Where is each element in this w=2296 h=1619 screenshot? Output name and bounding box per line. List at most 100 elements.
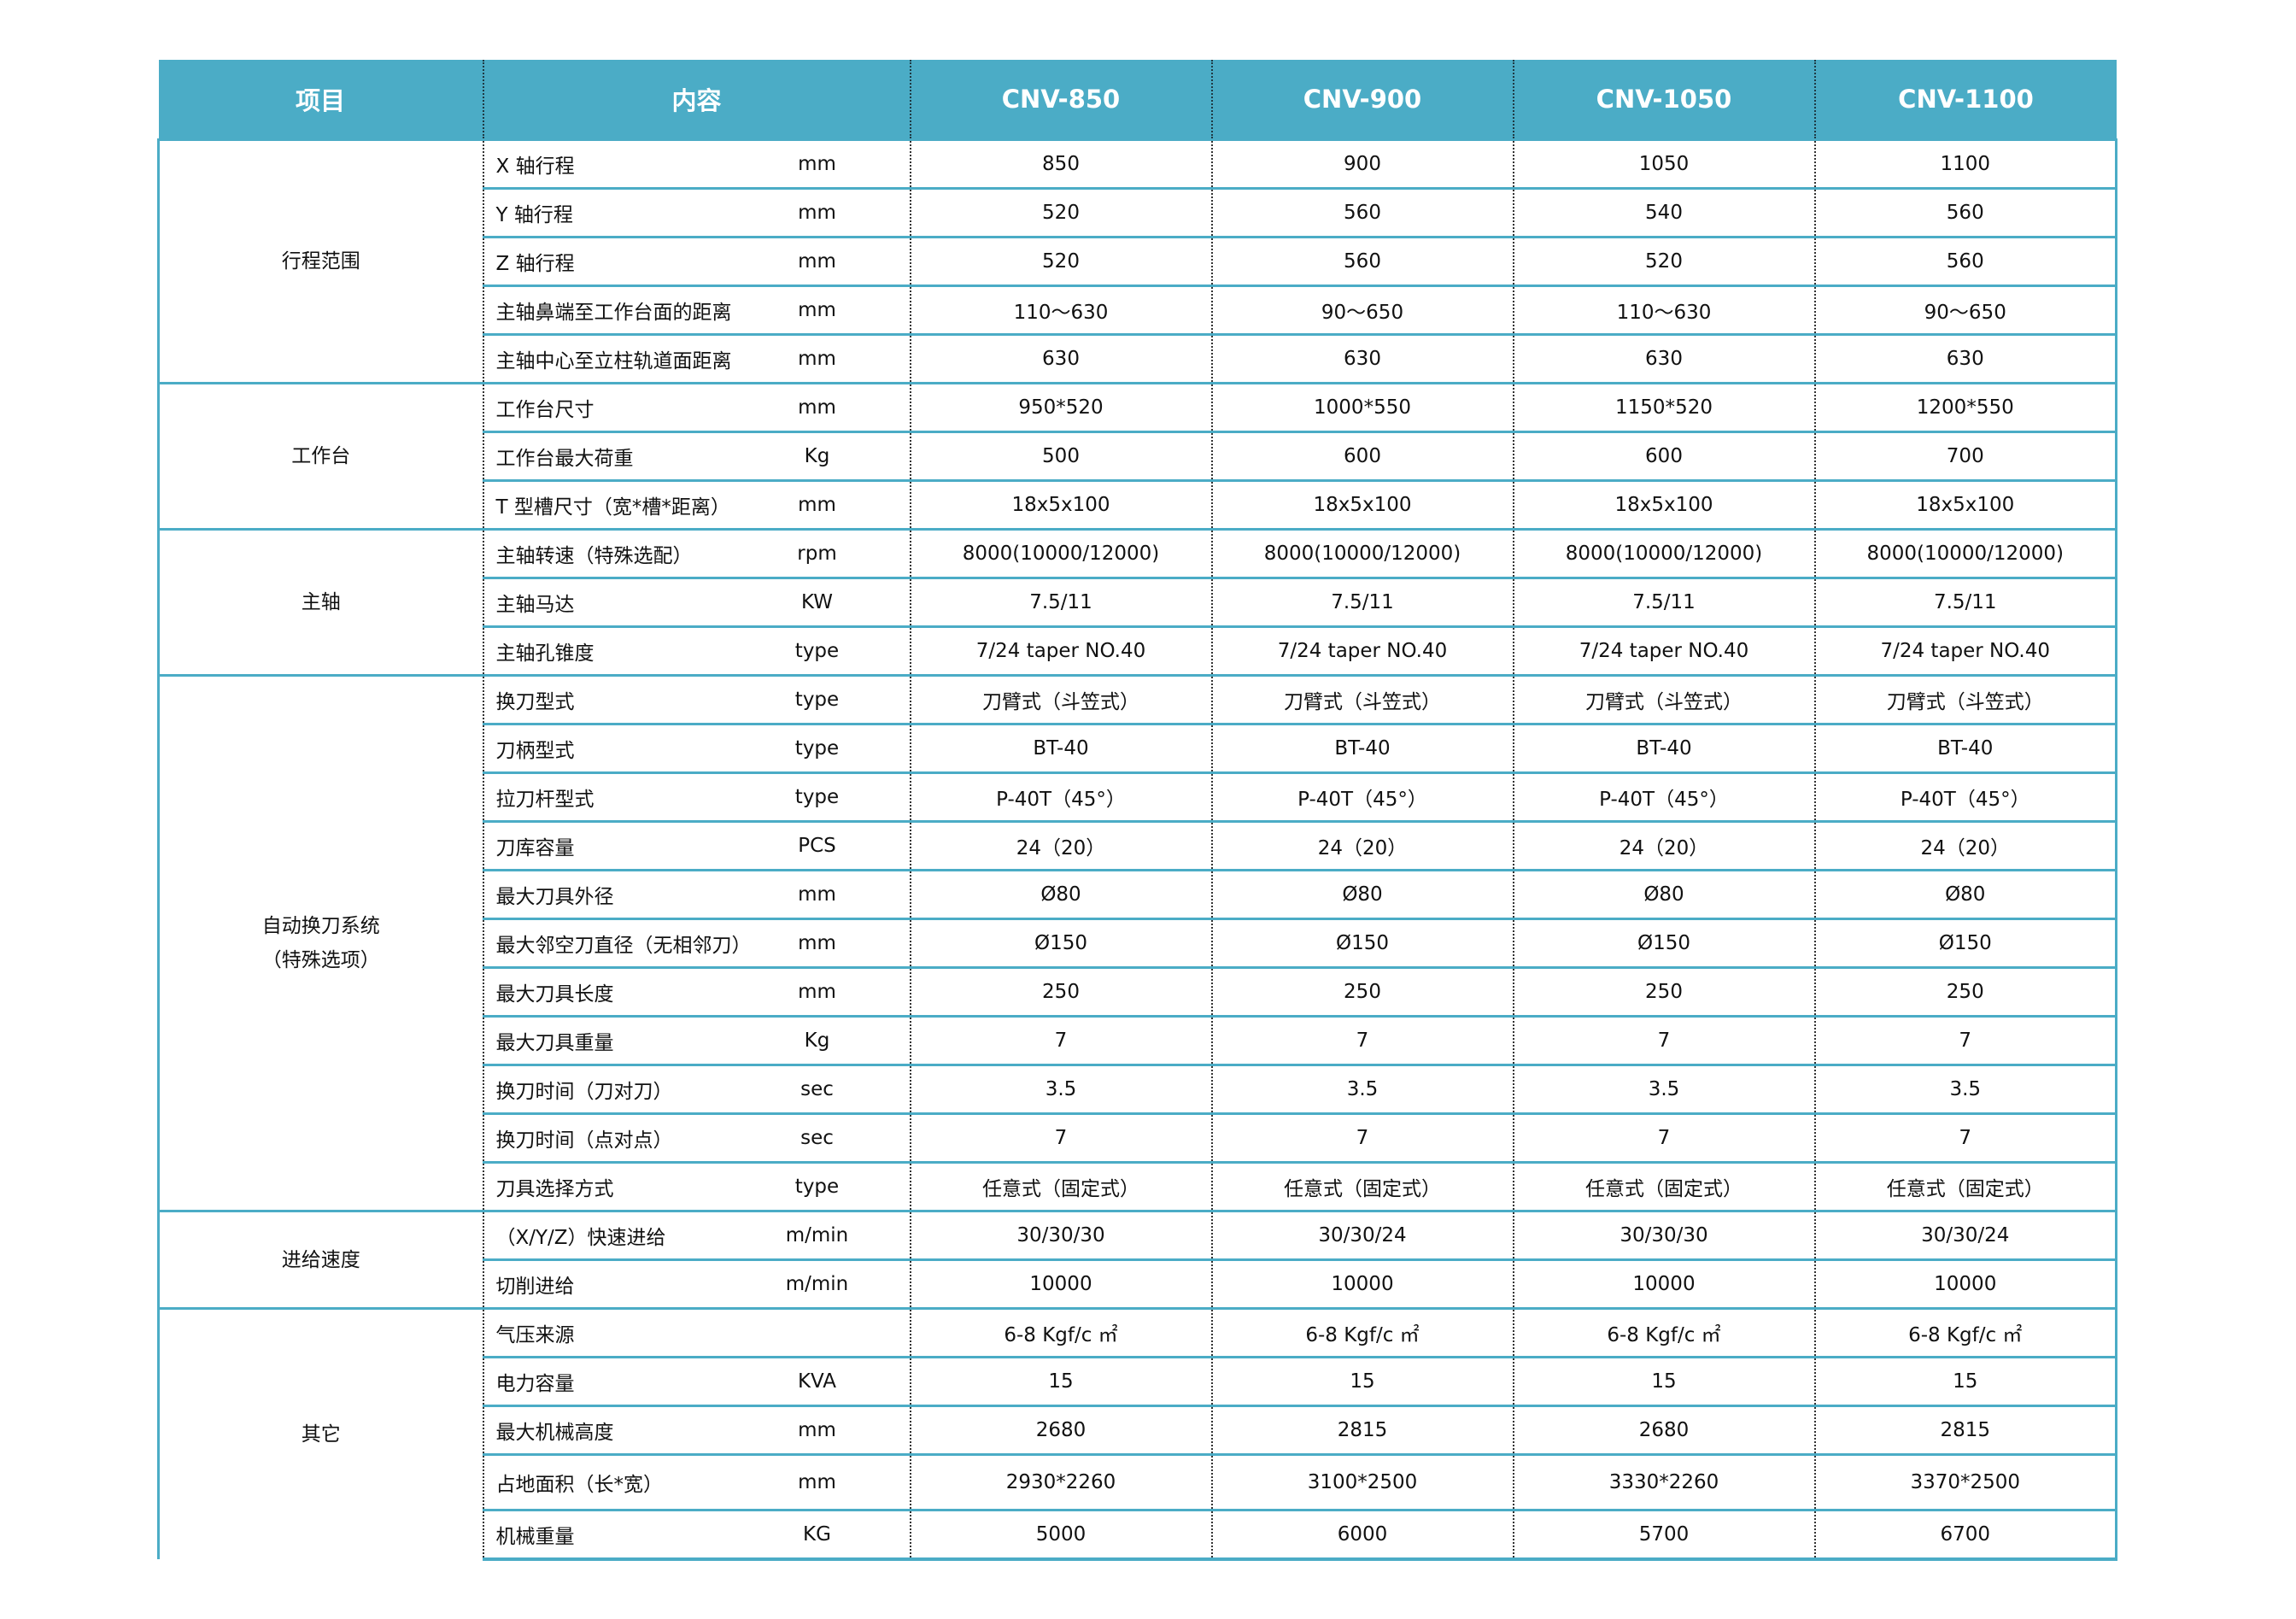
- spec-unit: PCS: [798, 835, 836, 857]
- spec-item: 刀具选择方式 type: [482, 1161, 911, 1211]
- spec-value: 2680: [909, 1405, 1212, 1455]
- header-row: 项目 内容 CNV-850 CNV-900 CNV-1050 CNV-1100: [158, 60, 2117, 140]
- spec-table: 项目 内容 CNV-850 CNV-900 CNV-1050 CNV-1100 …: [157, 60, 2117, 1561]
- spec-value: 6-8 Kgf/c ㎡: [1210, 1307, 1514, 1358]
- spec-unit: mm: [798, 883, 836, 906]
- spec-value: 15: [909, 1356, 1212, 1406]
- spec-unit: mm: [798, 250, 836, 273]
- spec-value: 600: [1210, 431, 1514, 481]
- spec-value: Ø150: [909, 918, 1212, 968]
- spec-value: BT-40: [1813, 723, 2117, 773]
- spec-value: 任意式（固定式）: [909, 1161, 1212, 1211]
- table-row: 占地面积（长*宽） mm 2930*2260 3100*2500 3330*2260 33…: [159, 1453, 2117, 1510]
- spec-value: 10000: [1210, 1258, 1514, 1309]
- spec-value: 18x5x100: [1210, 479, 1514, 530]
- spec-value: 3.5: [1210, 1064, 1514, 1114]
- spec-value: 刀臂式（斗笠式）: [1813, 674, 2117, 724]
- table-row: 刀库容量 PCS 24（20） 24（20） 24（20） 24（20）: [159, 820, 2117, 871]
- spec-value: Ø80: [1210, 869, 1514, 919]
- spec-value: 250: [909, 966, 1212, 1017]
- table-row: 刀柄型式 type BT-40 BT-40 BT-40 BT-40: [159, 723, 2117, 773]
- spec-label: 刀柄型式: [495, 740, 575, 762]
- spec-label: 机械重量: [495, 1526, 575, 1548]
- spec-value: 7: [1210, 1112, 1514, 1163]
- spec-item: 换刀型式 type: [482, 674, 911, 724]
- spec-unit: type: [794, 737, 840, 760]
- table-row: 主轴中心至立柱轨道面距离 mm 630 630 630 630: [159, 333, 2117, 384]
- spec-unit: KVA: [797, 1370, 837, 1393]
- spec-value: BT-40: [909, 723, 1212, 773]
- spec-value: Ø150: [1813, 918, 2117, 968]
- spec-unit: rpm: [797, 543, 837, 565]
- spec-value: 630: [1512, 333, 1815, 384]
- spec-value: 7/24 taper NO.40: [909, 625, 1212, 676]
- spec-unit: mm: [798, 932, 836, 954]
- spec-item: 换刀时间（刀对刀） sec: [482, 1064, 911, 1114]
- table-row: 电力容量 KVA 15 15 15 15: [159, 1356, 2117, 1406]
- spec-value: 3330*2260: [1512, 1453, 1815, 1510]
- spec-item: Z 轴行程 mm: [482, 236, 911, 286]
- spec-value: 30/30/24: [1210, 1210, 1514, 1260]
- spec-value: 15: [1210, 1356, 1514, 1406]
- table-row: 行程范围 X 轴行程 mm 850 900 1050 1100: [157, 138, 2117, 384]
- table-row: 自动换刀系统 （特殊选项） 换刀型式 type 刀臂式（斗笠式） 刀臂式（斗笠式） 刀臂式…: [157, 674, 2117, 1211]
- spec-label: 电力容量: [495, 1373, 575, 1395]
- spec-value: 3.5: [909, 1064, 1212, 1114]
- table-row: 进给速度 （X/Y/Z）快速进给 m/min 30/30/30 30/30/24 30/3…: [157, 1210, 2117, 1309]
- spec-value: 700: [1813, 431, 2117, 481]
- spec-value: Ø80: [1512, 869, 1815, 919]
- spec-item: （X/Y/Z）快速进给 m/min: [482, 1210, 911, 1260]
- spec-label: 最大机械高度: [495, 1422, 614, 1444]
- table-row: 主轴鼻端至工作台面的距离 mm 110～630 90～650 110～630 90～650: [159, 284, 2117, 335]
- spec-value: 90～650: [1210, 284, 1514, 335]
- spec-value: 3.5: [1813, 1064, 2117, 1114]
- spec-value: 950*520: [909, 382, 1212, 432]
- spec-unit: mm: [798, 1471, 836, 1493]
- spec-label: 气压来源: [495, 1324, 575, 1346]
- table-row: Z 轴行程 mm 520 560 520 560: [159, 236, 2117, 286]
- spec-value: 520: [909, 187, 1212, 238]
- spec-value: 15: [1512, 1356, 1815, 1406]
- spec-label: 刀库容量: [495, 837, 575, 859]
- spec-value: 30/30/30: [1512, 1210, 1815, 1260]
- spec-label: 换刀时间（点对点）: [495, 1129, 673, 1152]
- header-model: CNV-1050: [1512, 60, 1815, 140]
- spec-value: 7.5/11: [1813, 577, 2117, 627]
- table-row: 切削进给 m/min 10000 10000 10000 10000: [159, 1258, 2117, 1309]
- spec-value: 7/24 taper NO.40: [1210, 625, 1514, 676]
- spec-value: 1050: [1512, 138, 1815, 189]
- spec-value: 3370*2500: [1813, 1453, 2117, 1510]
- spec-unit: Kg: [804, 445, 830, 467]
- spec-value: 3.5: [1512, 1064, 1815, 1114]
- spec-item: 主轴转速（特殊选配） rpm: [482, 528, 911, 578]
- spec-unit: type: [794, 786, 840, 808]
- spec-label: 刀具选择方式: [495, 1178, 614, 1200]
- table-row: 最大机械高度 mm 2680 2815 2680 2815: [159, 1405, 2117, 1455]
- spec-value: 8000(10000/12000): [1813, 528, 2117, 578]
- group-label: 工作台: [157, 382, 483, 530]
- table-row: 拉刀杆型式 type P-40T（45°） P-40T（45°） P-40T（45°） P…: [159, 771, 2117, 822]
- spec-value: 刀臂式（斗笠式）: [1210, 674, 1514, 724]
- spec-item: 最大机械高度 mm: [482, 1405, 911, 1455]
- spec-item: 电力容量 KVA: [482, 1356, 911, 1406]
- spec-value: 任意式（固定式）: [1813, 1161, 2117, 1211]
- spec-value: 520: [909, 236, 1212, 286]
- table-row: 工作台最大荷重 Kg 500 600 600 700: [159, 431, 2117, 481]
- spec-value: 6700: [1813, 1509, 2117, 1561]
- spec-label: 换刀型式: [495, 691, 575, 713]
- spec-value: 2815: [1210, 1405, 1514, 1455]
- spec-value: 10000: [909, 1258, 1212, 1309]
- spec-value: 7.5/11: [1210, 577, 1514, 627]
- spec-value: 7.5/11: [909, 577, 1212, 627]
- spec-value: 15: [1813, 1356, 2117, 1406]
- group-label: 进给速度: [157, 1210, 483, 1309]
- spec-value: 1200*550: [1813, 382, 2117, 432]
- spec-value: 2930*2260: [909, 1453, 1212, 1510]
- spec-label: Z 轴行程: [495, 253, 575, 275]
- spec-value: 10000: [1813, 1258, 2117, 1309]
- spec-value: 630: [1210, 333, 1514, 384]
- table-row: 机械重量 KG 5000 6000 5700 6700: [159, 1509, 2117, 1561]
- spec-value: 7/24 taper NO.40: [1813, 625, 2117, 676]
- spec-unit: m/min: [785, 1224, 849, 1247]
- spec-value: 630: [909, 333, 1212, 384]
